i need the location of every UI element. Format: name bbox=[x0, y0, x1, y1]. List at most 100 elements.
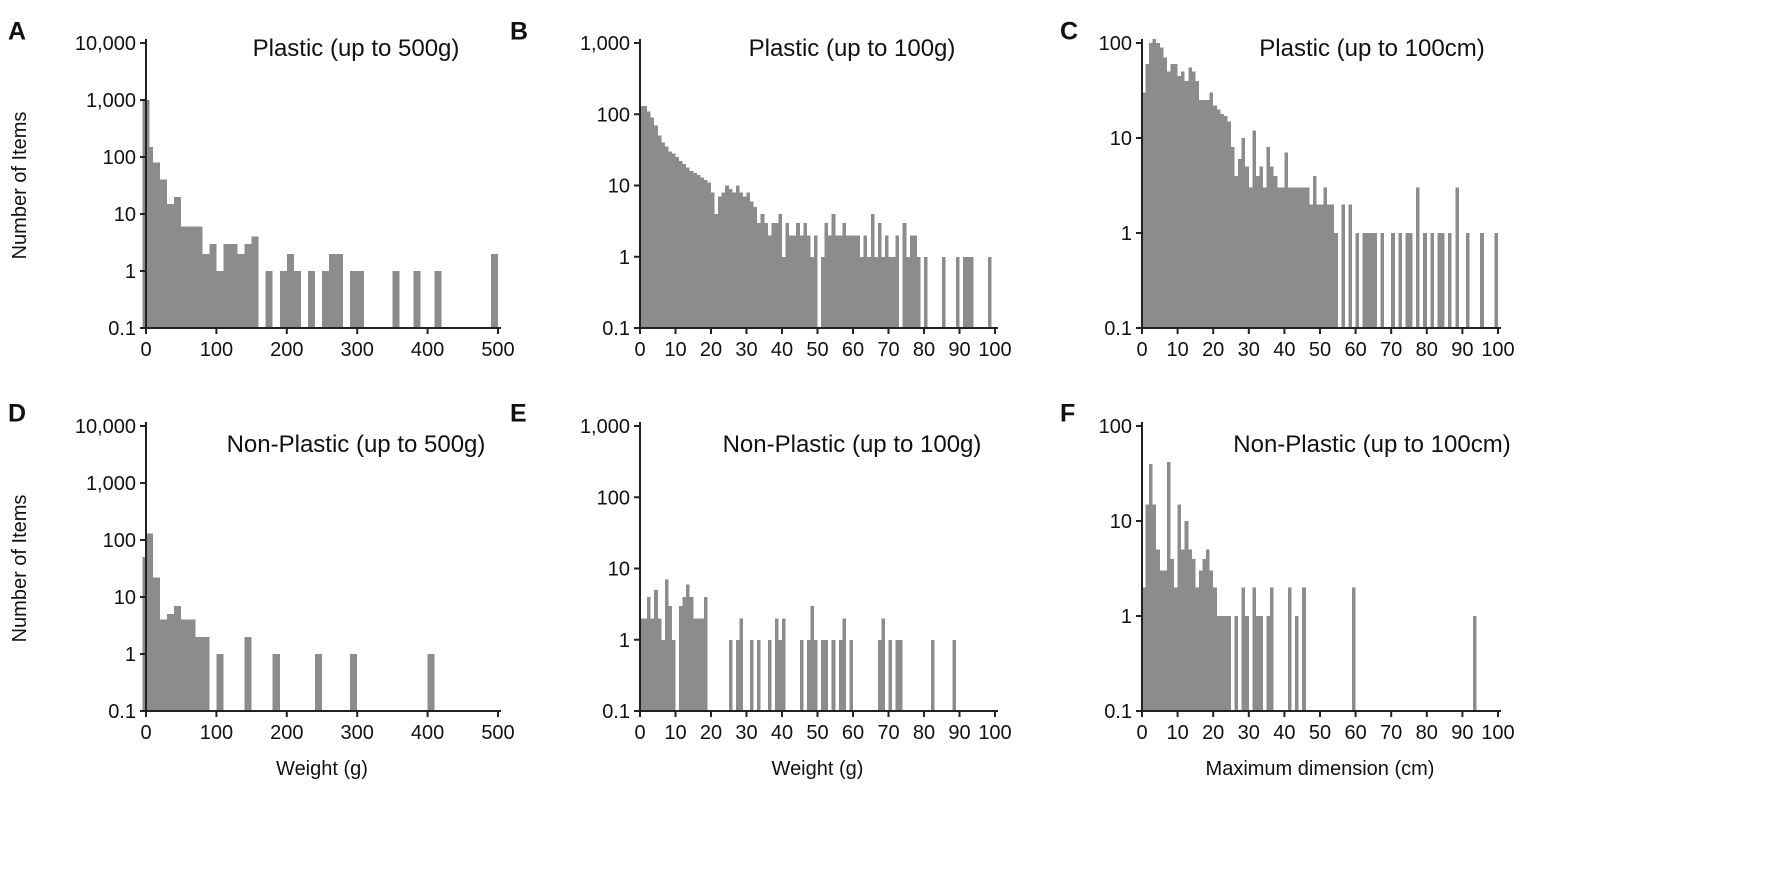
bar-b-40 bbox=[782, 256, 786, 328]
bar-c-0 bbox=[1142, 92, 1146, 328]
bar-f-8 bbox=[1170, 558, 1175, 711]
bar-c-53 bbox=[1330, 204, 1335, 328]
bar-c-66 bbox=[1409, 233, 1413, 328]
x-tick-label-c-4: 40 bbox=[1273, 339, 1295, 361]
panel-letter-a: A bbox=[8, 18, 26, 46]
x-tick-label-c-9: 90 bbox=[1451, 339, 1473, 361]
bar-b-19 bbox=[707, 182, 711, 328]
bar-c-42 bbox=[1291, 187, 1296, 328]
y-axis-label-a: Number of Items bbox=[9, 112, 31, 260]
bars-e bbox=[640, 579, 956, 711]
y-tick-label-e-4: 1,000 bbox=[580, 416, 630, 438]
x-tick-label-f-0: 0 bbox=[1136, 722, 1147, 744]
bar-b-50 bbox=[821, 256, 825, 328]
y-tick-label-c-1: 1 bbox=[1121, 223, 1132, 245]
bar-c-6 bbox=[1163, 57, 1167, 328]
bar-b-7 bbox=[664, 146, 669, 328]
bar-e-29 bbox=[810, 605, 814, 711]
y-axis-label-d: Number of Items bbox=[9, 495, 31, 643]
bar-b-5 bbox=[657, 135, 662, 328]
y-tick-label-d-5: 10,000 bbox=[75, 416, 136, 438]
bar-c-32 bbox=[1255, 175, 1260, 328]
bar-d-7 bbox=[188, 619, 196, 711]
y-tick-label-b-3: 100 bbox=[597, 104, 630, 126]
x-tick-label-f-5: 50 bbox=[1309, 722, 1331, 744]
bar-f-7 bbox=[1166, 461, 1171, 711]
bar-e-1 bbox=[643, 618, 648, 711]
bar-a-18 bbox=[279, 271, 287, 328]
bar-f-33 bbox=[1287, 587, 1292, 711]
bar-b-6 bbox=[661, 142, 665, 328]
bar-c-44 bbox=[1298, 187, 1303, 328]
bar-c-64 bbox=[1398, 233, 1402, 328]
bar-c-48 bbox=[1312, 175, 1317, 328]
x-tick-label-e-9: 90 bbox=[948, 722, 970, 744]
bar-b-55 bbox=[838, 235, 843, 328]
bar-e-27 bbox=[799, 639, 804, 711]
bar-b-46 bbox=[803, 222, 807, 328]
bar-e-3 bbox=[650, 618, 655, 711]
bar-c-50 bbox=[1320, 204, 1324, 328]
bar-b-30 bbox=[746, 192, 751, 328]
panel-letter-e: E bbox=[510, 400, 527, 428]
bar-b-83 bbox=[987, 256, 992, 328]
bar-e-4 bbox=[654, 589, 658, 711]
bar-e-31 bbox=[821, 639, 825, 711]
bar-b-13 bbox=[686, 167, 690, 328]
bar-f-14 bbox=[1191, 558, 1196, 711]
bar-e-23 bbox=[767, 639, 772, 711]
bar-c-51 bbox=[1323, 187, 1328, 328]
bar-e-22 bbox=[757, 639, 761, 711]
x-tick-label-b-2: 20 bbox=[700, 339, 722, 361]
bar-e-14 bbox=[693, 618, 697, 711]
bar-f-13 bbox=[1188, 549, 1192, 711]
bar-e-11 bbox=[682, 596, 687, 711]
bar-f-28 bbox=[1252, 587, 1256, 711]
bar-c-28 bbox=[1241, 138, 1246, 328]
bar-b-8 bbox=[668, 151, 672, 328]
bar-d-6 bbox=[181, 619, 189, 711]
bar-c-71 bbox=[1441, 233, 1445, 328]
bar-b-76 bbox=[916, 256, 921, 328]
bar-a-7 bbox=[188, 226, 196, 328]
bar-d-12 bbox=[272, 654, 280, 711]
bar-f-1 bbox=[1145, 504, 1150, 711]
x-axis-label-e: Weight (g) bbox=[772, 758, 864, 780]
bar-f-10 bbox=[1177, 504, 1182, 711]
bar-e-2 bbox=[647, 596, 651, 711]
bar-c-16 bbox=[1198, 100, 1203, 328]
bar-f-3 bbox=[1152, 504, 1157, 711]
bar-f-11 bbox=[1181, 549, 1185, 711]
bar-b-58 bbox=[849, 235, 853, 328]
x-tick-label-e-0: 0 bbox=[634, 722, 645, 744]
x-tick-label-e-5: 50 bbox=[806, 722, 828, 744]
bar-a-6 bbox=[181, 226, 189, 328]
bar-b-18 bbox=[703, 179, 708, 328]
bar-c-38 bbox=[1277, 187, 1281, 328]
x-axis-label-f: Maximum dimension (cm) bbox=[1206, 758, 1435, 780]
bar-c-69 bbox=[1430, 233, 1434, 328]
bar-e-41 bbox=[899, 639, 903, 711]
bar-c-26 bbox=[1234, 175, 1239, 328]
x-tick-label-f-2: 20 bbox=[1202, 722, 1224, 744]
bar-b-34 bbox=[760, 213, 765, 328]
x-tick-label-c-10: 100 bbox=[1481, 339, 1514, 361]
bar-f-36 bbox=[1352, 587, 1356, 711]
bar-c-61 bbox=[1373, 233, 1377, 328]
x-tick-label-d-2: 200 bbox=[270, 722, 303, 744]
bar-c-10 bbox=[1177, 75, 1182, 328]
bar-c-74 bbox=[1465, 233, 1470, 328]
bar-c-33 bbox=[1259, 166, 1264, 328]
bar-e-42 bbox=[931, 639, 935, 711]
bar-f-0 bbox=[1142, 587, 1146, 711]
bar-b-0 bbox=[640, 106, 644, 328]
bar-b-38 bbox=[774, 222, 779, 328]
bar-b-37 bbox=[771, 222, 775, 328]
y-tick-label-c-3: 100 bbox=[1099, 33, 1132, 55]
bar-b-81 bbox=[966, 256, 971, 328]
bar-a-20 bbox=[293, 271, 301, 328]
bar-c-34 bbox=[1263, 187, 1267, 328]
bar-b-48 bbox=[810, 256, 814, 328]
bar-b-44 bbox=[796, 222, 800, 328]
